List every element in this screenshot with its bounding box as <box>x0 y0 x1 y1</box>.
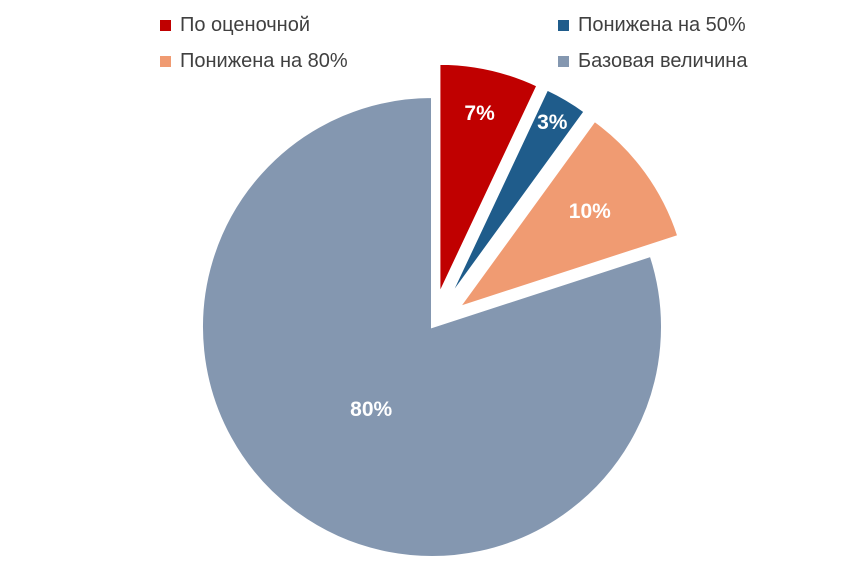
pie-data-labels: 7% 3% 10% 80% <box>350 102 611 421</box>
pie-slices <box>201 62 680 558</box>
legend-label-ponizhena-50: Понижена на 50% <box>578 13 746 36</box>
legend-swatch-bazovaya-velichina <box>558 55 569 67</box>
legend-swatch-po-otsenochnoy <box>160 19 171 31</box>
pie-slice-ponizhena-80 <box>456 119 680 309</box>
pie-slice-ponizhena-50 <box>448 88 586 299</box>
legend-label-bazovaya-velichina: Базовая величина <box>578 49 748 72</box>
data-label-po-otsenochnoy: 7% <box>464 102 495 125</box>
legend-item-ponizhena-50: Понижена на 50% <box>558 12 798 38</box>
data-label-bazovaya-velichina: 80% <box>350 398 392 421</box>
pie-slice-bazovaya-velichina <box>201 95 663 558</box>
legend-item-po-otsenochnoy: По оценочной <box>160 12 558 38</box>
legend-item-ponizhena-80: Понижена на 80% <box>160 48 558 74</box>
legend-item-bazovaya-velichina: Базовая величина <box>558 48 798 74</box>
pie-slice-po-otsenochnoy <box>438 62 539 295</box>
legend-swatch-ponizhena-50 <box>558 19 569 31</box>
chart-legend: По оценочной Понижена на 50% Понижена на… <box>160 12 800 74</box>
data-label-ponizhena-50: 3% <box>537 111 568 134</box>
data-label-ponizhena-80: 10% <box>569 200 611 223</box>
legend-label-po-otsenochnoy: По оценочной <box>180 13 311 36</box>
legend-swatch-ponizhena-80 <box>160 55 171 67</box>
legend-label-ponizhena-80: Понижена на 80% <box>180 49 348 72</box>
